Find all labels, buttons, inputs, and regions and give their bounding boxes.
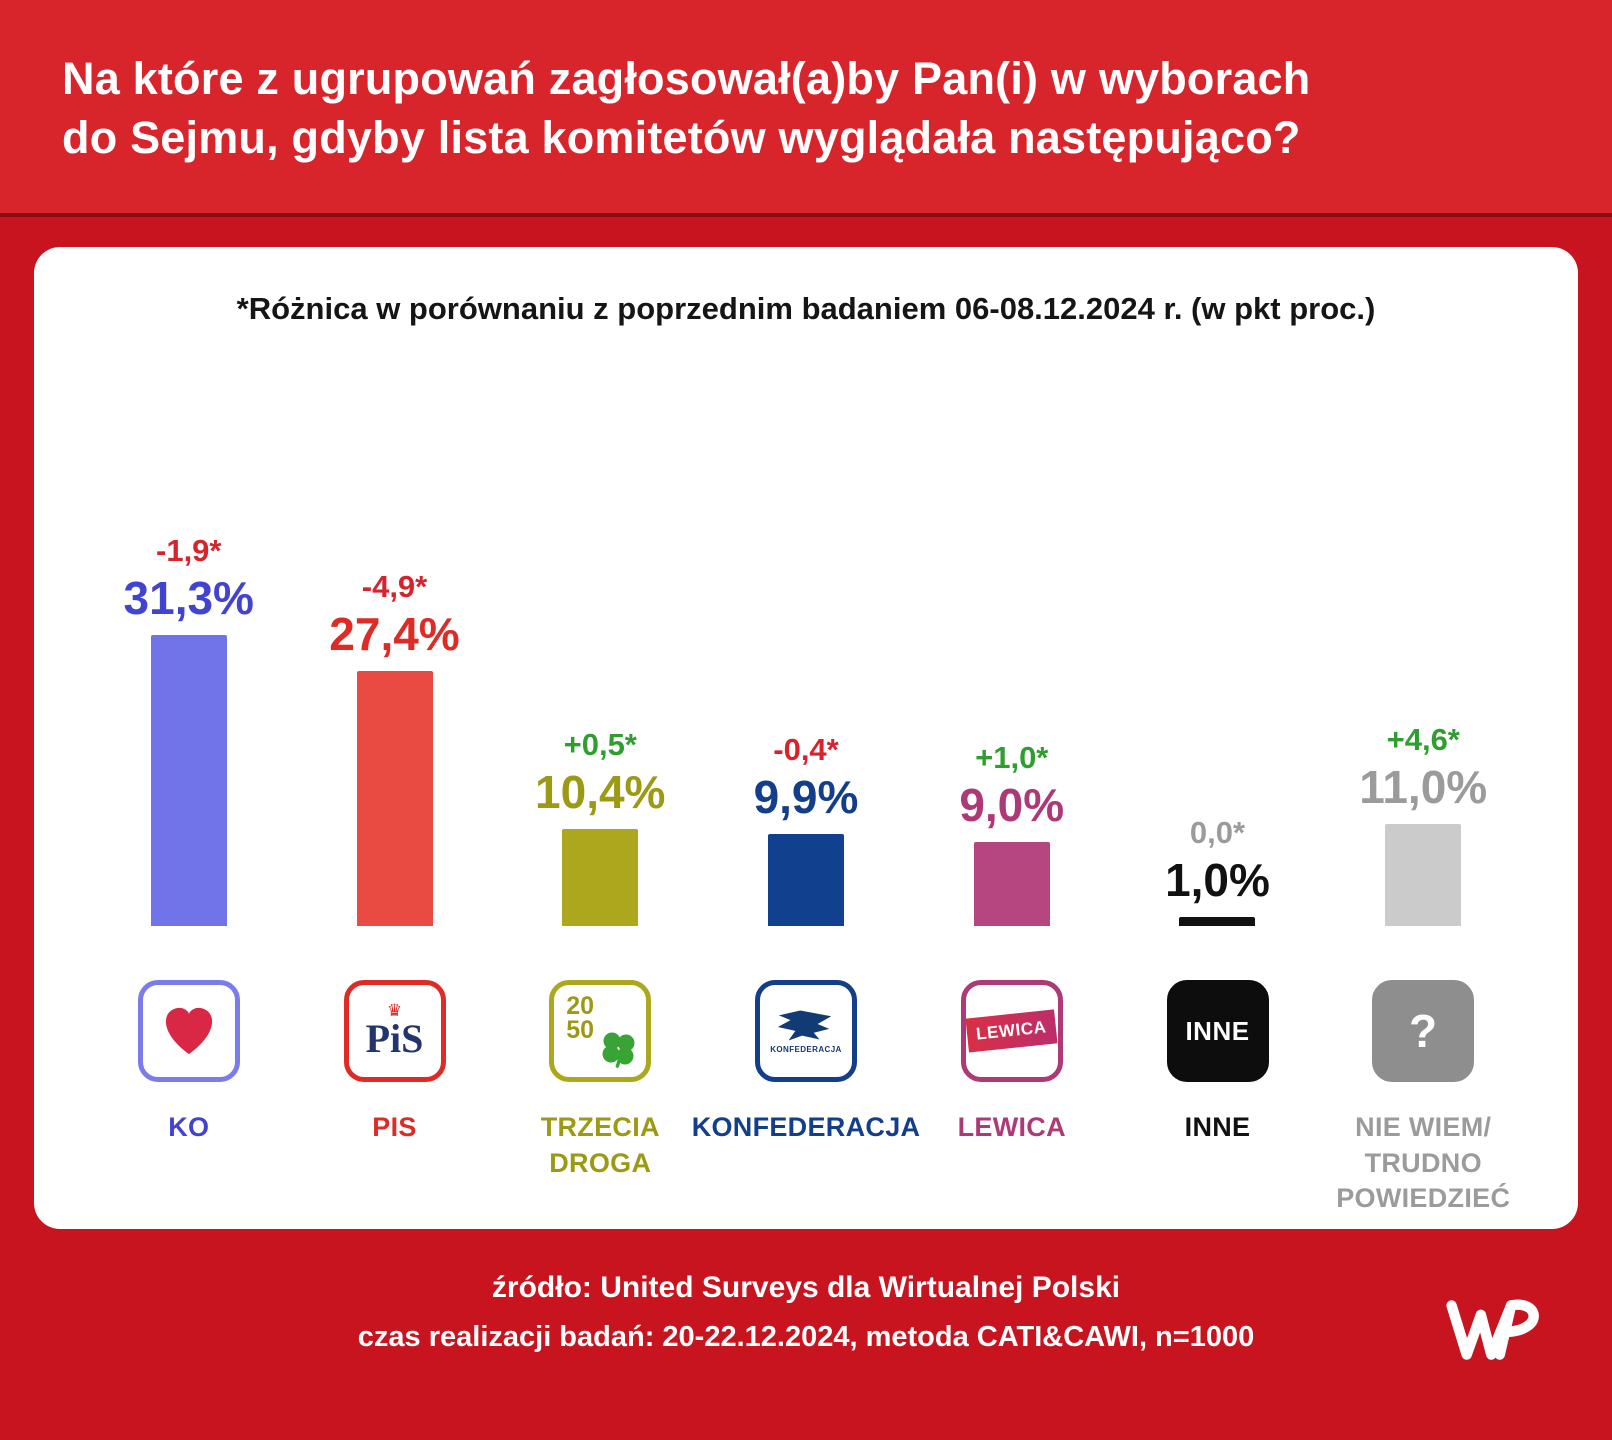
chart-note: *Różnica w porównaniu z poprzednim badan…: [236, 291, 1376, 326]
value-label: 9,0%: [959, 779, 1065, 831]
value-label: 1,0%: [1165, 854, 1270, 906]
logo-text: ?: [1408, 1005, 1438, 1057]
change-label: -0,4*: [773, 732, 839, 767]
bar: [973, 842, 1050, 926]
party-name: NIE WIEM/TRUDNO POWIEDZIEĆ: [1336, 1112, 1511, 1214]
party-column: +1,0* 9,0% LEWICA LEWICA: [913, 341, 1111, 1146]
bar-stack: +1,0* 9,0%: [959, 341, 1064, 926]
bar-stack: -4,9* 27,4%: [329, 341, 460, 926]
bar: [562, 829, 639, 926]
eagle-icon: [777, 1010, 832, 1041]
method-line: czas realizacji badań: 20-22.12.2024, me…: [357, 1321, 1255, 1353]
party-column: +0,5* 10,4% 20 50 TRZECIA DROGA: [501, 341, 699, 1181]
pis-logo: ♛ PiS: [365, 1001, 424, 1061]
crown-icon: ♛: [386, 1001, 403, 1021]
party-logo: ♛ PiS: [343, 980, 446, 1082]
party-name: KONFEDERACJA: [691, 1112, 921, 1142]
party-name: INNE: [1184, 1112, 1251, 1142]
change-label: 0,0*: [1189, 815, 1246, 850]
chart-card: *Różnica w porównaniu z poprzednim badan…: [34, 247, 1578, 1229]
party-logo: INNE: [1166, 980, 1269, 1082]
bar-stack: -1,9* 31,3%: [124, 341, 254, 926]
value-label: 27,4%: [329, 608, 460, 660]
bar: [150, 635, 227, 926]
party-logo: [137, 980, 240, 1082]
party-column: -0,4* 9,9% KONFEDERACJA KONFEDERACJA: [692, 341, 920, 1146]
bar: [356, 671, 433, 926]
bar-stack: +0,5* 10,4%: [535, 341, 665, 926]
title-line-1: Na które z ugrupowań zagłosował(a)by Pan…: [62, 53, 1311, 104]
td-logo-text: 20 50: [566, 992, 595, 1044]
bar: [1179, 917, 1256, 926]
bar-stack: 0,0* 1,0%: [1165, 341, 1270, 926]
party-logo: KONFEDERACJA: [755, 980, 857, 1082]
party-logo: ?: [1372, 980, 1475, 1082]
party-name: TRZECIA DROGA: [540, 1112, 660, 1178]
logo-text: INNE: [1185, 1015, 1250, 1046]
value-label: 11,0%: [1359, 761, 1488, 813]
party-name: PIS: [372, 1112, 417, 1142]
party-logo: 20 50: [549, 980, 652, 1082]
konfederacja-logo: KONFEDERACJA: [770, 1008, 841, 1054]
change-label: -4,9*: [361, 569, 428, 604]
header: Na które z ugrupowań zagłosował(a)by Pan…: [0, 0, 1612, 217]
party-column: +4,6* 11,0% ? NIE WIEM/TRUDNO POWIEDZIEĆ: [1324, 341, 1522, 1217]
bar: [767, 834, 844, 926]
konf-logo-text: KONFEDERACJA: [770, 1045, 842, 1054]
party-column: -1,9* 31,3% KO: [90, 341, 288, 1146]
party-column: -4,9* 27,4% ♛ PiS PIS: [296, 341, 494, 1146]
change-label: -1,9*: [156, 533, 222, 568]
value-label: 9,9%: [753, 771, 859, 823]
wp-logo-icon: [1446, 1299, 1539, 1360]
lewica-logo: LEWICA: [965, 1009, 1058, 1053]
source-line: źródło: United Surveys dla Wirtualnej Po…: [491, 1271, 1121, 1304]
change-label: +0,5*: [563, 727, 637, 762]
pis-logo-text: PiS: [365, 1015, 424, 1061]
heart-icon: [165, 1007, 212, 1055]
clover-icon: [602, 1032, 635, 1068]
footer: źródło: United Surveys dla Wirtualnej Po…: [0, 1271, 1612, 1354]
party-logo: LEWICA: [960, 980, 1063, 1082]
change-label: +1,0*: [975, 740, 1049, 775]
wp-logo: [1444, 1295, 1548, 1370]
value-label: 10,4%: [535, 766, 666, 818]
bar-stack: -0,4* 9,9%: [753, 341, 859, 926]
value-label: 31,3%: [123, 572, 254, 624]
bar-chart: -1,9* 31,3% KO -4,9* 27,4% ♛ PiS PIS +0,5…: [34, 341, 1578, 1217]
party-name: LEWICA: [957, 1112, 1066, 1142]
bar: [1385, 824, 1462, 926]
bar-stack: +4,6* 11,0%: [1359, 341, 1487, 926]
trzecia-droga-logo: 20 50: [564, 992, 636, 1068]
page-title: Na które z ugrupowań zagłosował(a)by Pan…: [62, 50, 1550, 167]
party-column: 0,0* 1,0% INNE INNE: [1119, 341, 1317, 1146]
title-line-2: do Sejmu, gdyby lista komitetów wyglądał…: [62, 111, 1301, 163]
change-label: +4,6*: [1386, 722, 1460, 757]
party-name: KO: [168, 1112, 210, 1142]
